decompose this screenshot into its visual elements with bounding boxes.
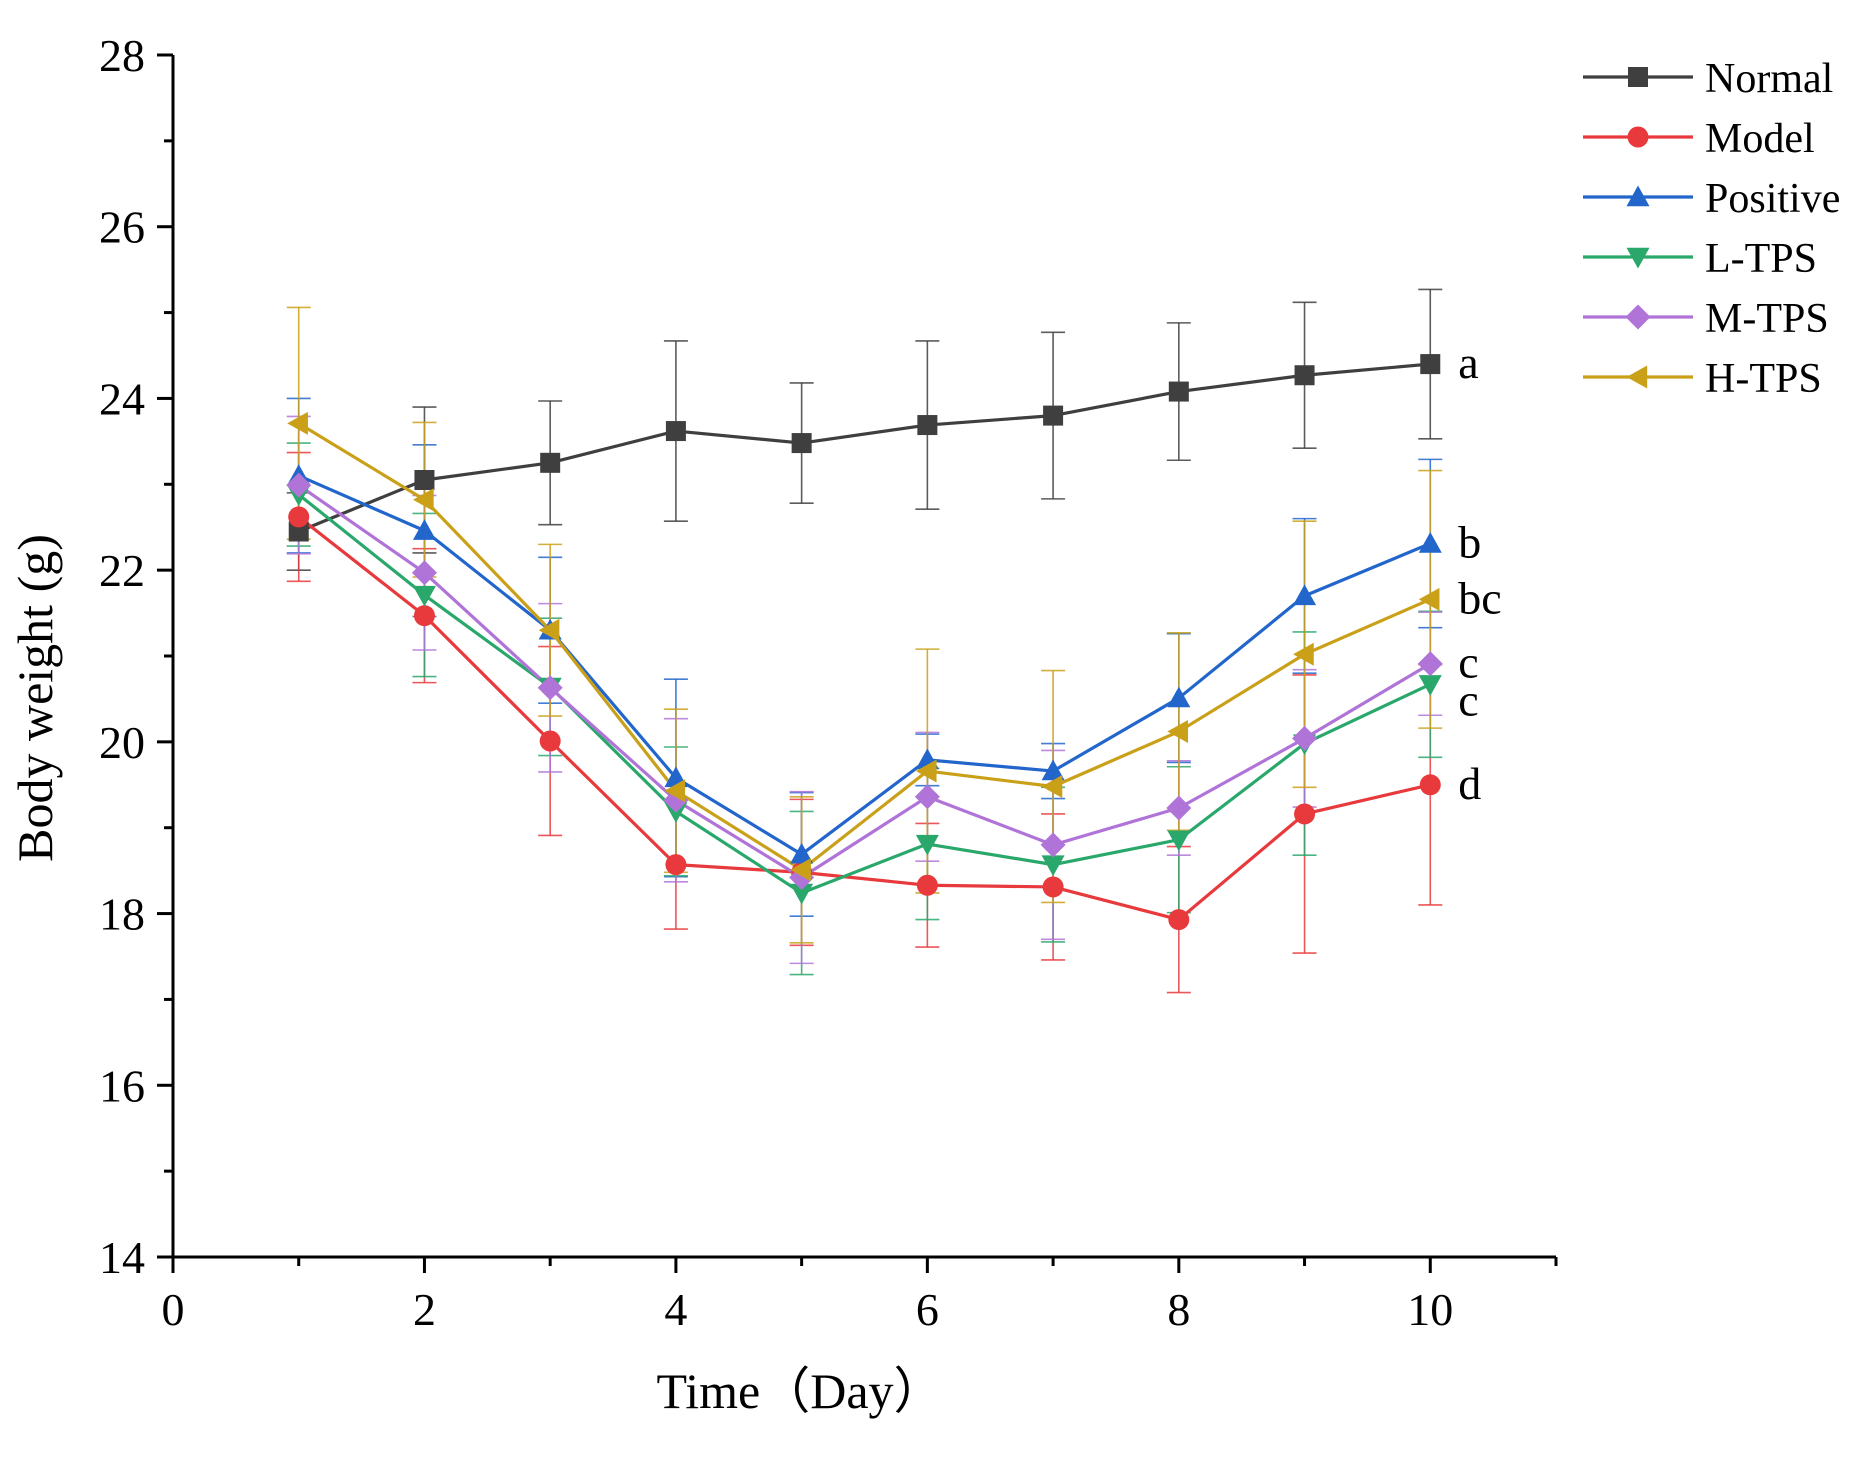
marker-h-tps (287, 411, 308, 435)
significance-label-l-tps: c (1458, 675, 1478, 726)
series-line-normal (298, 362, 1431, 533)
errorbar-layer (286, 288, 1443, 994)
marker-model (665, 854, 687, 876)
legend-label-positive: Positive (1705, 176, 1840, 222)
marker-model (1042, 876, 1064, 898)
marker-normal (1043, 405, 1064, 426)
y-tick-label: 16 (99, 1060, 145, 1111)
marker-model (916, 874, 938, 896)
series-line-layer (297, 362, 1432, 922)
legend-marker-normal (1628, 67, 1648, 87)
marker-positive (412, 519, 436, 540)
x-tick-label: 6 (916, 1284, 939, 1335)
marker-normal (1294, 365, 1315, 386)
legend-label-m-tps: M-TPS (1705, 296, 1829, 342)
marker-positive (1041, 759, 1065, 781)
marker-positive (790, 842, 814, 864)
marker-h-tps (538, 618, 560, 642)
marker-positive (1418, 532, 1442, 553)
legend-marker-h-tps (1626, 365, 1648, 389)
marker-h-tps (790, 858, 811, 882)
significance-label-m-tps: c (1458, 637, 1478, 688)
marker-l-tps (790, 883, 814, 905)
marker-m-tps (1040, 832, 1066, 858)
marker-layer (286, 354, 1443, 931)
marker-h-tps (1167, 720, 1189, 744)
legend-marker-positive (1626, 185, 1650, 207)
marker-m-tps (411, 560, 437, 586)
x-tick-label: 4 (664, 1284, 687, 1335)
marker-model (539, 730, 561, 752)
marker-normal (665, 421, 686, 442)
legend-label-l-tps: L-TPS (1705, 236, 1817, 282)
legend-marker-m-tps (1625, 304, 1651, 330)
marker-h-tps (1418, 587, 1440, 611)
marker-l-tps (1041, 855, 1065, 877)
x-tick-label: 2 (413, 1284, 436, 1335)
marker-l-tps (1418, 675, 1442, 696)
legend-marker-model (1627, 126, 1649, 148)
legend: Normal Model Positive L-TPS M-TPS H-TPS (1583, 56, 1840, 402)
marker-m-tps (1292, 725, 1318, 751)
marker-l-tps (1167, 830, 1191, 852)
marker-normal (1168, 381, 1189, 402)
y-tick-label: 26 (99, 202, 145, 253)
marker-m-tps (914, 784, 940, 810)
y-tick-label: 18 (99, 889, 145, 940)
marker-h-tps (1041, 775, 1063, 799)
y-tick-label: 14 (99, 1232, 145, 1283)
significance-label-positive: b (1458, 517, 1481, 568)
x-tick-label: 0 (162, 1284, 185, 1335)
y-tick-label: 24 (99, 373, 145, 424)
significance-label-model: d (1458, 758, 1481, 809)
marker-normal (414, 469, 435, 490)
legend-label-model: Model (1705, 116, 1815, 162)
significance-label-h-tps: bc (1458, 572, 1501, 623)
marker-model (1419, 774, 1441, 796)
series-line-model (297, 515, 1431, 922)
marker-normal (288, 521, 309, 542)
series-line-h-tps (297, 421, 1431, 872)
series-line-m-tps (297, 483, 1432, 880)
marker-m-tps (286, 472, 312, 498)
marker-m-tps (1166, 795, 1192, 821)
marker-model (288, 506, 310, 528)
x-tick-label: 8 (1167, 1284, 1190, 1335)
marker-l-tps (412, 585, 436, 607)
marker-h-tps (1293, 642, 1314, 666)
marker-model (1168, 909, 1190, 931)
marker-h-tps (664, 779, 686, 803)
marker-h-tps (412, 488, 434, 512)
marker-m-tps (537, 675, 563, 701)
significance-label-normal: a (1458, 337, 1478, 388)
marker-positive (1167, 686, 1191, 708)
marker-model (413, 605, 435, 627)
marker-normal (917, 415, 938, 436)
marker-positive (1293, 584, 1317, 606)
y-tick-label: 22 (99, 545, 145, 596)
series-line-positive (298, 474, 1431, 856)
marker-model (1294, 803, 1316, 825)
y-tick-label: 20 (99, 717, 145, 768)
series-line-l-tps (297, 493, 1431, 895)
marker-normal (540, 452, 561, 473)
legend-label-h-tps: H-TPS (1705, 356, 1822, 402)
marker-normal (1420, 354, 1441, 375)
y-tick-label: 28 (99, 30, 145, 81)
y-axis-title: Body weight (g) (7, 534, 63, 862)
marker-m-tps (1417, 651, 1443, 677)
legend-label-normal: Normal (1705, 56, 1833, 102)
x-tick-label: 10 (1407, 1284, 1453, 1335)
marker-l-tps (915, 834, 939, 856)
x-axis-title: Time（Day） (656, 1363, 943, 1419)
marker-h-tps (915, 759, 937, 783)
marker-normal (791, 433, 812, 454)
legend-marker-l-tps (1626, 247, 1650, 269)
